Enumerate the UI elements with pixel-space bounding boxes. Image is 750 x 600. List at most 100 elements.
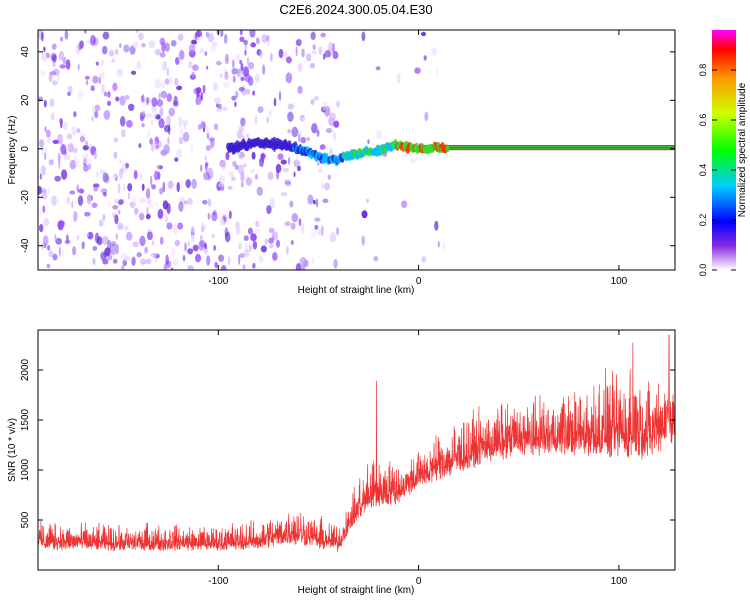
spectral-cell <box>317 228 324 237</box>
spectral-cell <box>297 85 303 94</box>
spectral-cell <box>119 267 124 270</box>
spectral-cell <box>82 144 89 151</box>
spectral-cell <box>150 252 158 258</box>
spectral-cell <box>182 131 190 143</box>
spectral-cell <box>247 76 254 86</box>
spectral-cell <box>264 238 268 245</box>
spectral-cell <box>312 199 316 205</box>
spectral-cell <box>245 177 253 186</box>
spectral-cell <box>163 124 171 133</box>
spectral-cell <box>63 154 71 161</box>
spectral-cell <box>295 38 302 47</box>
spectral-cell <box>41 190 48 200</box>
spectral-cell <box>293 171 296 178</box>
spectral-cell <box>178 58 183 67</box>
spectral-cell <box>267 39 271 47</box>
spectral-cell <box>305 53 312 62</box>
spectral-cell <box>213 97 221 104</box>
spectral-cell <box>213 123 219 131</box>
spectral-cell <box>262 64 266 75</box>
spectral-cell <box>293 159 301 168</box>
spectral-cell <box>57 73 60 83</box>
spectral-cell <box>186 197 193 206</box>
spectral-cell <box>179 49 185 61</box>
spectral-cell <box>149 137 153 145</box>
spectral-cell <box>163 263 168 270</box>
spectral-cell <box>131 256 136 266</box>
spectral-cell <box>195 30 203 38</box>
spectral-cell <box>132 41 139 49</box>
spectral-cell <box>176 182 180 193</box>
spectral-cell <box>311 50 317 55</box>
spectral-cell <box>278 48 284 59</box>
spectral-cell <box>244 249 250 258</box>
spectral-cell <box>258 255 264 264</box>
spectral-cell <box>401 200 408 209</box>
spectral-cell <box>414 67 421 74</box>
spectral-cell <box>144 246 148 254</box>
spectral-cell <box>177 222 184 230</box>
x-tick-label: -100 <box>208 276 228 287</box>
spectral-cell <box>60 169 68 180</box>
spectral-cell <box>159 107 164 117</box>
spectral-cell <box>52 139 59 144</box>
spectral-cell <box>245 42 248 50</box>
spectral-cell <box>100 59 104 66</box>
spectral-cell <box>155 144 160 150</box>
spectral-cell <box>75 253 80 259</box>
spectral-cell <box>108 49 115 57</box>
spectral-cell <box>154 136 160 145</box>
spectral-cell <box>291 212 299 223</box>
spectral-cell <box>43 243 47 249</box>
y-tick-label: -40 <box>20 238 31 253</box>
spectral-cell <box>211 41 218 48</box>
snr-y-ticks: 500 1000 1500 2000 <box>20 358 675 528</box>
spectral-cell <box>159 80 166 89</box>
spectral-cell <box>84 211 91 217</box>
spectral-cell <box>200 234 203 242</box>
spectral-cell <box>77 195 84 206</box>
spectral-cell <box>269 198 275 209</box>
spectral-cell <box>139 235 146 247</box>
spectral-cell <box>240 117 246 127</box>
spectral-cell <box>242 264 246 270</box>
spectral-cell <box>38 138 45 148</box>
spectral-cell <box>107 91 111 98</box>
spectral-cell <box>204 51 208 56</box>
spectral-cell <box>201 221 205 229</box>
spectral-cell <box>66 133 73 140</box>
colorbar-tick-label: 0.0 <box>698 264 708 277</box>
spectral-cell <box>54 234 57 242</box>
spectral-cell <box>253 265 260 270</box>
spectral-cell <box>373 255 379 262</box>
spectral-cell <box>284 221 291 227</box>
spectral-cell <box>166 93 173 102</box>
spectral-cell <box>87 231 94 240</box>
spectral-cell <box>84 75 90 80</box>
spectral-cell <box>63 121 68 131</box>
spectral-cell <box>184 242 187 252</box>
spectral-cell <box>118 209 121 215</box>
spectral-cell <box>132 241 139 248</box>
spectral-cell <box>310 99 315 106</box>
spectral-cell <box>162 200 169 210</box>
spectral-cell <box>48 159 54 166</box>
spectral-cell <box>287 111 294 122</box>
spectral-cell <box>64 30 69 40</box>
spectral-cell <box>133 170 138 180</box>
spectral-cell <box>85 80 89 86</box>
y-tick-label: 2000 <box>20 358 31 381</box>
spectral-cell <box>215 60 222 66</box>
spectral-cell <box>260 245 267 253</box>
spectral-cell <box>290 222 296 230</box>
spectral-cell <box>185 179 191 189</box>
spectrogram-y-ticks: -40 -20 0 20 40 <box>20 46 675 253</box>
spectral-cell <box>145 97 151 104</box>
spectral-cell <box>310 31 316 41</box>
spectral-cell <box>286 56 292 64</box>
spectral-cell <box>200 121 206 130</box>
spectral-cell <box>174 77 179 86</box>
spectral-cell <box>141 183 145 192</box>
spectral-cell <box>301 223 305 235</box>
spectral-cell <box>110 241 117 247</box>
